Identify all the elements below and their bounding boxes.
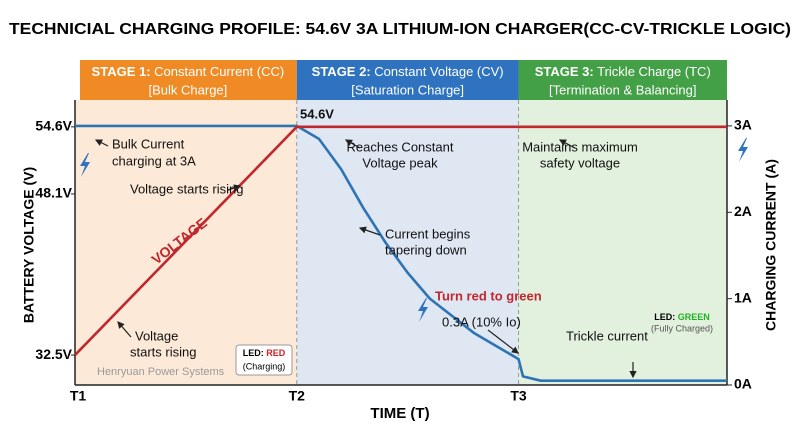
- stage-detail: [Bulk Charge]: [149, 82, 228, 97]
- annotation-arrow: [227, 184, 242, 192]
- stage-label: STAGE 2:: [312, 64, 371, 79]
- y2-tick-label: 3A: [734, 117, 752, 133]
- stage-header: [518, 60, 727, 100]
- lightning-icon: [80, 153, 90, 177]
- y-tick-label: 32.5V: [35, 346, 72, 362]
- led-label: LED:: [654, 312, 675, 322]
- led-label: LED:: [243, 348, 264, 358]
- stage-header: [296, 60, 519, 100]
- annotation: 54.6V: [300, 106, 334, 121]
- x-tick-label: T3: [510, 388, 527, 404]
- series-line: [75, 124, 727, 382]
- stage-detail: [Termination & Balancing]: [549, 82, 696, 97]
- led-note: (Charging): [243, 361, 286, 371]
- lightning-icon: [418, 298, 428, 322]
- annotation: Henryuan Power Systems: [97, 366, 225, 378]
- annotation: tapering down: [385, 242, 467, 257]
- stage-title: STAGE 2: Constant Voltage (CV): [312, 64, 504, 79]
- y-axis-title: BATTERY VOLTAGE (V): [21, 167, 37, 323]
- annotation: starts rising: [130, 344, 196, 359]
- led-green: LED: GREEN: [654, 312, 710, 322]
- annotation: Voltage starts rising: [130, 181, 243, 196]
- y2-tick-label: 0A: [734, 376, 752, 392]
- annotation: Trickle current: [566, 328, 648, 343]
- y2-tick-label: 1A: [734, 289, 752, 305]
- annotation: safety voltage: [540, 155, 620, 170]
- x-tick-label: T1: [70, 388, 87, 404]
- y2-tick-label: 2A: [734, 203, 752, 219]
- chart-title: TECHNICIAL CHARGING PROFILE: 54.6V 3A LI…: [9, 21, 791, 38]
- annotation-arrow: [487, 329, 519, 354]
- annotation: 0.3A (10% Io): [442, 314, 521, 329]
- x-axis-title: TIME (T): [370, 405, 429, 422]
- x-tick-label: T2: [289, 388, 306, 404]
- annotation: Voltage: [135, 328, 178, 343]
- y-tick-label: 54.6V: [35, 118, 72, 134]
- led-state: RED: [266, 348, 286, 358]
- led-note: (Fully Charged): [651, 323, 713, 333]
- stage-background: [518, 100, 727, 385]
- annotation: Turn red to green: [435, 288, 542, 303]
- series-line: [74, 125, 727, 356]
- led-state: GREEN: [678, 312, 710, 322]
- stage-label: STAGE 1:: [92, 64, 151, 79]
- annotation: Maintains maximum: [522, 139, 638, 154]
- stage-title: STAGE 3: Trickle Charge (TC): [535, 64, 711, 79]
- annotation-arrow: [344, 139, 361, 149]
- y-tick-label: 48.1V: [35, 185, 72, 201]
- annotation: Reaches Constant: [347, 139, 454, 154]
- annotation: Voltage peak: [362, 155, 438, 170]
- stage-label: STAGE 3:: [535, 64, 594, 79]
- annotation-arrow: [358, 226, 381, 236]
- stage-detail: [Saturation Charge]: [351, 82, 464, 97]
- stage-title: STAGE 1: Constant Current (CC): [92, 64, 285, 79]
- annotation: Bulk Current: [112, 136, 185, 151]
- y2-axis-title: CHARGING CURRENT (A): [763, 159, 779, 331]
- led-box: [235, 344, 293, 376]
- stage-name: Constant Current (CC): [154, 64, 284, 79]
- annotation-arrow: [94, 139, 109, 147]
- stage-name: Trickle Charge (TC): [597, 64, 711, 79]
- lightning-icon: [738, 138, 748, 162]
- stage-name: Constant Voltage (CV): [374, 64, 503, 79]
- annotation-arrow: [117, 321, 132, 338]
- annotation-arrow: [558, 139, 576, 149]
- led-red: LED: RED: [243, 348, 286, 358]
- annotation: Current begins: [385, 226, 471, 241]
- annotation: charging at 3A: [112, 153, 196, 168]
- stage-header: [80, 60, 297, 100]
